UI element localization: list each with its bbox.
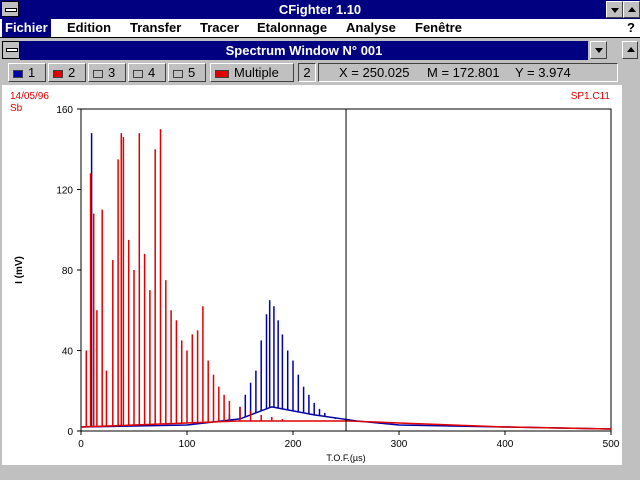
document-minimize-button[interactable] <box>590 41 607 59</box>
curve-toolbar: 1 2 3 4 5 Multiple 2 X = 250.025 M = 172… <box>2 61 622 84</box>
menu-fichier[interactable]: Fichier <box>2 19 51 37</box>
curve-1-swatch <box>13 69 23 78</box>
readout-y: Y = 3.974 <box>515 65 571 80</box>
x-tick-label: 0 <box>78 439 84 450</box>
document-title: Spectrum Window N° 001 <box>225 43 383 58</box>
minimize-button[interactable] <box>606 1 623 18</box>
plot-file: SP1.C11 <box>570 91 610 102</box>
curve-1-label: 1 <box>28 65 36 80</box>
multiple-label: Multiple <box>234 65 279 80</box>
curve-5-label: 5 <box>188 65 196 80</box>
app-title-bar: CFighter 1.10 <box>0 0 640 19</box>
y-tick-label: 80 <box>62 266 74 277</box>
multiple-button[interactable]: Multiple <box>210 63 294 82</box>
x-axis-label: T.O.F.(µs) <box>326 453 365 463</box>
plot-date: 14/05/96 <box>10 91 49 102</box>
y-tick-label: 160 <box>56 105 73 116</box>
x-tick-label: 100 <box>179 439 196 450</box>
menu-edition[interactable]: Edition <box>67 20 112 35</box>
curve-4-swatch <box>133 69 143 78</box>
maximize-button[interactable] <box>623 1 640 18</box>
plot-area[interactable]: 14/05/96 Sb SP1.C11 0 40 80 120 160 0 100 200 30… <box>2 85 622 465</box>
curve-3-label: 3 <box>108 65 116 80</box>
minimize-icon <box>611 8 619 13</box>
curve-2-button[interactable]: 2 <box>48 63 86 82</box>
y-tick-label: 0 <box>67 427 73 438</box>
curve-5-button[interactable]: 5 <box>168 63 206 82</box>
system-menu-icon <box>5 8 17 12</box>
multiple-swatch <box>215 69 229 78</box>
x-tick-label: 500 <box>603 439 620 450</box>
readout-m: M = 172.801 <box>427 65 500 80</box>
menu-transfer[interactable]: Transfer <box>130 20 182 35</box>
y-axis-label: I (mV) <box>14 256 25 284</box>
curve-2-swatch <box>53 69 63 78</box>
curve-4-label: 4 <box>148 65 156 80</box>
series-2-baseline <box>80 420 612 430</box>
cursor-readout: X = 250.025 M = 172.801 Y = 3.974 <box>318 63 618 82</box>
y-tick-label: 40 <box>62 347 74 358</box>
x-tick-label: 200 <box>285 439 302 450</box>
document-system-menu-button[interactable] <box>2 41 20 59</box>
readout-x: X = 250.025 <box>339 65 410 80</box>
curve-3-button[interactable]: 3 <box>88 63 126 82</box>
menu-bar: Fichier Edition Transfer Tracer Etalonna… <box>0 19 640 38</box>
app-title: CFighter 1.10 <box>278 2 362 17</box>
menu-analyse[interactable]: Analyse <box>346 20 396 35</box>
curve-4-button[interactable]: 4 <box>128 63 166 82</box>
document-minimize-icon <box>595 48 603 53</box>
x-tick-label: 300 <box>391 439 408 450</box>
maximize-icon <box>628 7 636 12</box>
menu-tracer[interactable]: Tracer <box>200 20 240 35</box>
curve-count-field: 2 <box>298 63 316 82</box>
curve-2-label: 2 <box>68 65 76 80</box>
menu-help[interactable]: ? <box>627 20 635 35</box>
menu-fenetre[interactable]: Fenêtre <box>415 20 462 35</box>
menu-etalonnage[interactable]: Etalonnage <box>257 20 328 35</box>
curve-5-swatch <box>173 69 183 78</box>
scroll-up-icon <box>627 47 635 52</box>
curve-1-button[interactable]: 1 <box>8 63 46 82</box>
vertical-scrollbar[interactable] <box>622 41 638 465</box>
bottom-scrollbar[interactable] <box>0 465 640 480</box>
x-tick-label: 400 <box>497 439 514 450</box>
scroll-up-button[interactable] <box>622 41 638 59</box>
spectrum-chart[interactable]: 0 40 80 120 160 0 100 200 300 400 500 T.O.F.(µs) I (… <box>2 85 622 465</box>
y-tick-label: 120 <box>56 186 73 197</box>
system-menu-button[interactable] <box>1 1 19 17</box>
plot-sample: Sb <box>10 103 23 114</box>
document-system-menu-icon <box>6 48 18 52</box>
curve-3-swatch <box>93 69 103 78</box>
document-title-bar: Spectrum Window N° 001 <box>20 41 588 60</box>
